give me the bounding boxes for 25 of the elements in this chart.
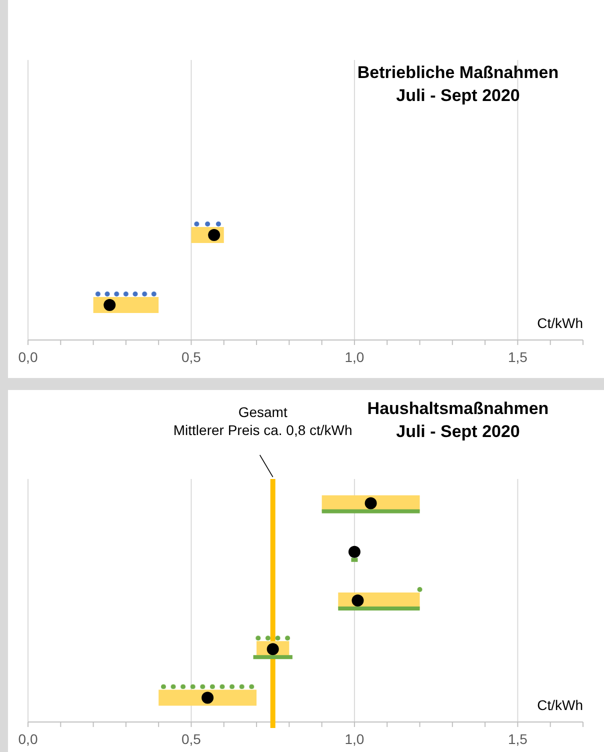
chart-title: Betriebliche Maßnahmen <box>357 63 559 82</box>
bar <box>322 509 420 514</box>
point <box>352 594 364 606</box>
x-tick-label: 0,5 <box>182 349 202 365</box>
x-axis-title: Ct/kWh <box>537 697 583 713</box>
point <box>364 497 377 510</box>
chart-subtitle: Juli - Sept 2020 <box>396 422 520 441</box>
point <box>202 692 214 704</box>
x-tick-label: 1,0 <box>344 349 364 365</box>
ref-line-label: Gesamt Mittlerer Preis ca. 0,8 ct/kWh <box>173 404 352 438</box>
x-axis-title: Ct/kWh <box>537 315 583 331</box>
point <box>348 546 360 558</box>
chart-title: Haushaltsmaßnahmen <box>367 399 549 418</box>
x-tick-label: 1,5 <box>508 349 528 365</box>
x-tick-label: 0,0 <box>18 731 38 747</box>
x-tick-label: 0,5 <box>182 731 202 747</box>
bar <box>351 558 358 562</box>
bar <box>338 606 420 610</box>
bar <box>158 690 257 706</box>
text: Juli - Sept 2020 <box>396 86 520 105</box>
x-tick-label: 1,5 <box>508 731 528 747</box>
bar <box>416 587 424 592</box>
bar <box>253 655 292 660</box>
x-tick-label: 0,0 <box>18 349 38 365</box>
x-tick-label: 1,0 <box>344 731 364 747</box>
